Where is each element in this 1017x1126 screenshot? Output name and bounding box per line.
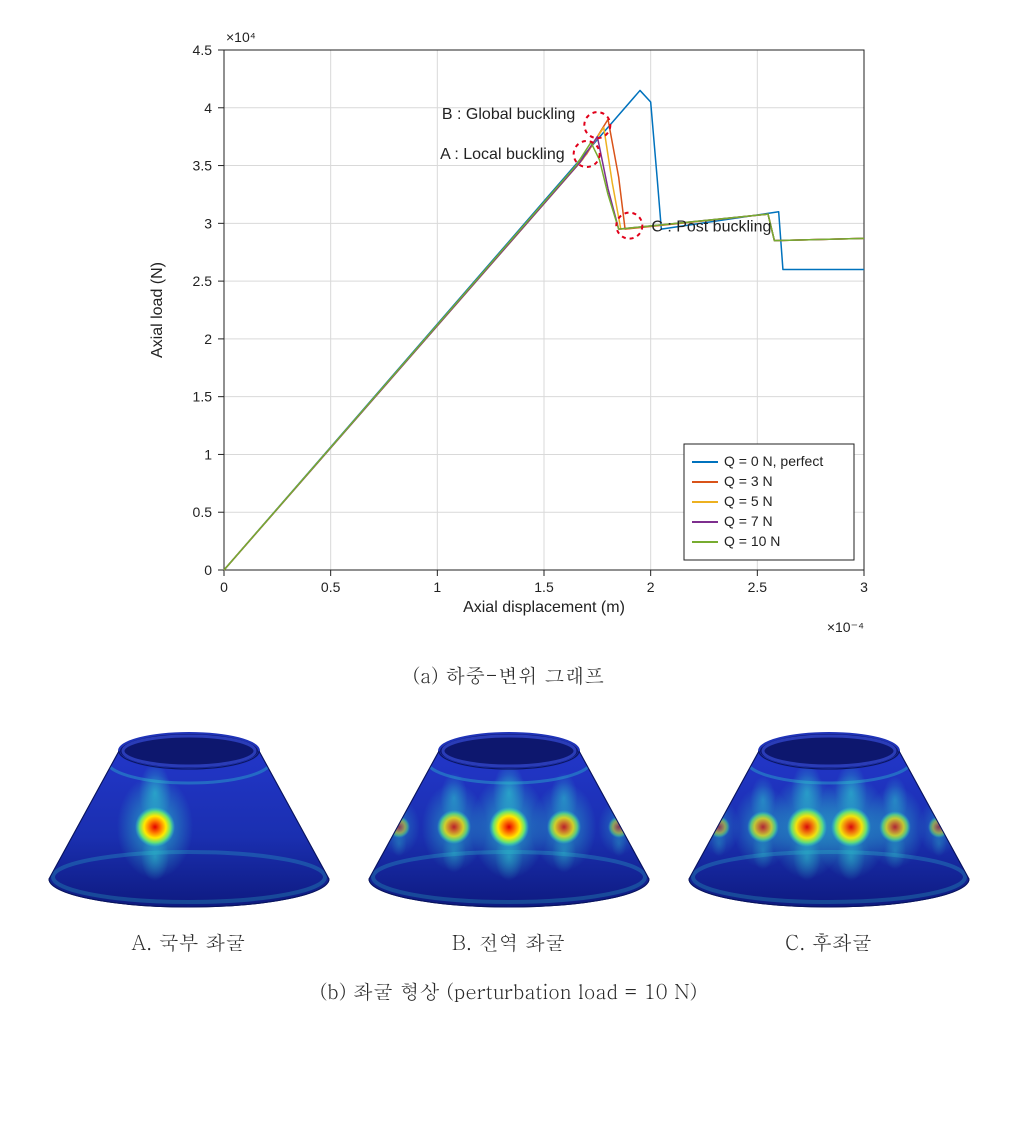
- svg-text:3: 3: [204, 215, 212, 231]
- svg-text:0.5: 0.5: [192, 504, 212, 520]
- svg-text:×10⁴: ×10⁴: [226, 29, 256, 45]
- svg-text:1: 1: [204, 446, 212, 462]
- svg-text:0: 0: [204, 562, 212, 578]
- caption-b: (b) 좌굴 형상 (perturbation load = 10 N): [20, 976, 997, 1005]
- svg-text:Q = 0 N, perfect: Q = 0 N, perfect: [724, 453, 823, 469]
- svg-text:2: 2: [646, 579, 654, 595]
- shape-b-svg: [359, 719, 659, 909]
- svg-text:C : Post buckling: C : Post buckling: [651, 219, 771, 236]
- svg-text:×10⁻⁴: ×10⁻⁴: [826, 619, 863, 635]
- svg-text:0.5: 0.5: [320, 579, 340, 595]
- svg-text:2.5: 2.5: [747, 579, 767, 595]
- shape-a-label: A. 국부 좌굴: [132, 927, 246, 956]
- svg-text:1.5: 1.5: [192, 389, 212, 405]
- svg-text:Axial displacement (m): Axial displacement (m): [463, 599, 625, 616]
- svg-text:Q = 7 N: Q = 7 N: [724, 513, 773, 529]
- svg-text:2: 2: [204, 331, 212, 347]
- svg-text:Axial load (N): Axial load (N): [149, 262, 166, 358]
- shape-b-label: B. 전역 좌굴: [452, 927, 565, 956]
- svg-text:3: 3: [860, 579, 868, 595]
- svg-text:4.5: 4.5: [192, 42, 212, 58]
- svg-text:2.5: 2.5: [192, 273, 212, 289]
- buckling-shapes-row: A. 국부 좌굴 B. 전역 좌굴 C. 후좌굴: [29, 719, 989, 956]
- svg-text:Q = 10 N: Q = 10 N: [724, 533, 780, 549]
- svg-text:1.5: 1.5: [534, 579, 554, 595]
- svg-text:Q = 5 N: Q = 5 N: [724, 493, 773, 509]
- svg-text:4: 4: [204, 100, 212, 116]
- shape-a-local: A. 국부 좌굴: [34, 719, 344, 956]
- shape-c-post: C. 후좌굴: [674, 719, 984, 956]
- svg-text:A : Local buckling: A : Local buckling: [440, 146, 565, 163]
- svg-text:3.5: 3.5: [192, 158, 212, 174]
- shape-b-global: B. 전역 좌굴: [354, 719, 664, 956]
- chart-svg: 0 0.5 1 1.5 2 2.5 3 0 0.5 1 1.5 2 2.5 3 3.5 4 4.5 B : Glo…: [134, 20, 884, 640]
- svg-text:B : Global buckling: B : Global buckling: [441, 106, 574, 123]
- caption-a: (a) 하중-변위 그래프: [20, 660, 997, 689]
- svg-text:0: 0: [220, 579, 228, 595]
- load-displacement-chart: 0 0.5 1 1.5 2 2.5 3 0 0.5 1 1.5 2 2.5 3 3.5 4 4.5 B : Glo…: [134, 20, 884, 640]
- svg-text:1: 1: [433, 579, 441, 595]
- svg-text:Q = 3 N: Q = 3 N: [724, 473, 773, 489]
- shape-c-label: C. 후좌굴: [785, 927, 872, 956]
- shape-c-svg: [679, 719, 979, 909]
- shape-a-svg: [39, 719, 339, 909]
